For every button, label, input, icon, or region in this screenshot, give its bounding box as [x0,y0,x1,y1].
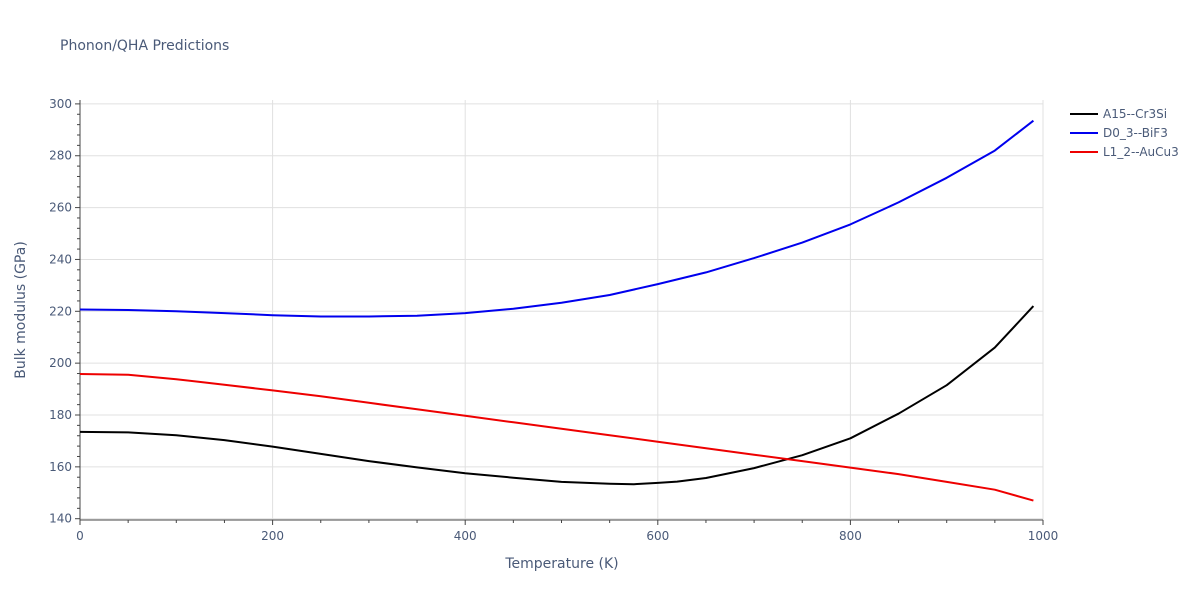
y-tick-label: 220 [49,304,72,318]
axes [79,100,1043,521]
legend-label: A15--Cr3Si [1103,107,1167,121]
grid [80,100,1044,520]
y-axis-title: Bulk modulus (GPa) [13,241,29,379]
y-tick-label: 240 [49,252,72,266]
x-tick-label: 800 [839,529,862,543]
x-tick-label: 600 [646,529,669,543]
x-tick-label: 1000 [1028,529,1059,543]
legend-item-2[interactable]: L1_2--AuCu3 [1070,145,1179,159]
y-tick-label: 280 [49,149,72,163]
series-line-0 [79,305,1035,486]
legend-label: D0_3--BiF3 [1103,126,1168,140]
x-tick-label: 200 [261,529,284,543]
y-tick-label: 200 [49,356,72,370]
series-line-1 [79,119,1035,318]
series-lines [79,119,1035,502]
y-tick-label: 160 [49,460,72,474]
x-tick-label: 0 [76,529,84,543]
x-tick-label: 400 [454,529,477,543]
legend-item-0[interactable]: A15--Cr3Si [1070,107,1167,121]
y-tick-label: 300 [49,97,72,111]
y-tick-label: 180 [49,408,72,422]
y-tick-label: 260 [49,201,72,215]
chart-title: Phonon/QHA Predictions [60,38,229,54]
legend-item-1[interactable]: D0_3--BiF3 [1070,126,1168,140]
ticks: 0 200 400 600 800 1000 140 160 180 200 220 240 260 28… [49,97,1058,543]
legend[interactable]: A15--Cr3Si D0_3--BiF3 L1_2--AuCu3 [1070,107,1179,159]
x-axis-title: Temperature (K) [504,556,618,572]
series-line-2 [79,373,1034,502]
y-tick-label: 140 [49,512,72,526]
legend-label: L1_2--AuCu3 [1103,145,1179,159]
